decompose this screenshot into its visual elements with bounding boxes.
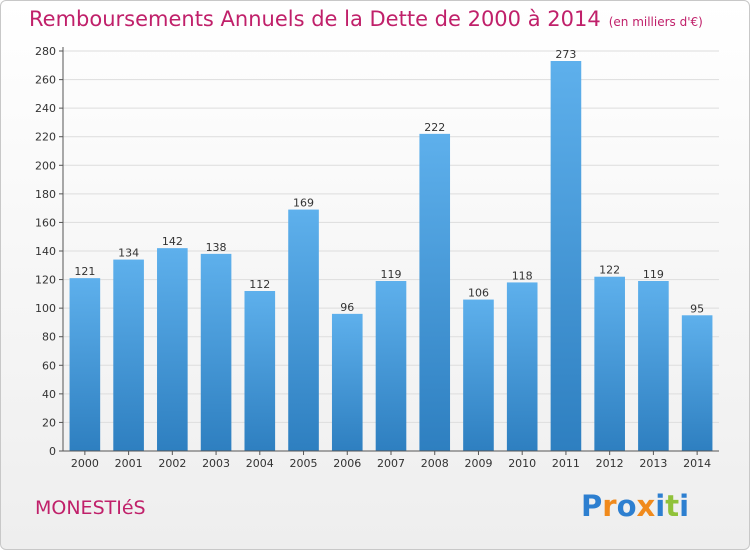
value-label-2006: 96 [340, 301, 354, 314]
bar-2012 [594, 276, 625, 451]
bar-2008 [419, 133, 451, 451]
bar-2013 [638, 281, 669, 451]
y-tick-label: 280 [35, 45, 56, 58]
x-tick-label-2008: 2008 [421, 457, 449, 470]
x-tick-label-2002: 2002 [158, 457, 186, 470]
bar-2003 [200, 253, 232, 451]
x-tick-label-2001: 2001 [115, 457, 143, 470]
y-tick-label: 120 [35, 274, 56, 287]
value-label-2008: 222 [424, 121, 445, 134]
value-label-2010: 118 [512, 269, 533, 282]
x-tick-label-2007: 2007 [377, 457, 405, 470]
y-tick-label: 200 [35, 159, 56, 172]
value-label-2004: 112 [249, 278, 270, 291]
y-tick-label: 180 [35, 188, 56, 201]
x-tick-label-2012: 2012 [596, 457, 624, 470]
bar-2014 [681, 315, 713, 451]
y-tick-label: 160 [35, 216, 56, 229]
logo-letter: i [655, 489, 666, 523]
bar-2006 [331, 313, 363, 451]
bar-2009 [463, 299, 494, 451]
y-tick-label: 0 [49, 445, 56, 458]
axes: 0 20 40 60 80 100 120 140 160 180 200 220 240 260 280 2… [35, 45, 719, 470]
x-tick-label-2009: 2009 [464, 457, 492, 470]
value-label-2001: 134 [118, 247, 139, 260]
value-label-2011: 273 [555, 48, 576, 61]
x-tick-label-2010: 2010 [508, 457, 536, 470]
logo-letter: t [665, 489, 680, 523]
x-tick-label-2003: 2003 [202, 457, 230, 470]
y-tick-label: 140 [35, 245, 56, 258]
x-tick-label-2004: 2004 [246, 457, 274, 470]
y-tick-label: 60 [42, 359, 56, 372]
logo-letter: r [602, 489, 617, 523]
place-name: MONESTIéS [35, 497, 146, 519]
y-tick-label: 240 [35, 102, 56, 115]
bar-2001 [113, 259, 144, 451]
y-tick-label: 260 [35, 74, 56, 87]
chart-title: Remboursements Annuels de la Dette de 20… [29, 7, 703, 31]
bar-2010 [506, 282, 538, 451]
value-label-2000: 121 [74, 265, 95, 278]
bar-2004 [244, 291, 276, 451]
y-tick-label: 80 [42, 331, 56, 344]
logo-letter: x [636, 489, 656, 523]
value-label-2005: 169 [293, 197, 314, 210]
x-tick-label-2000: 2000 [71, 457, 99, 470]
y-tick-label: 100 [35, 302, 56, 315]
bar-2002 [157, 248, 188, 451]
y-tick-label: 20 [42, 416, 56, 429]
bar-2007 [375, 281, 407, 451]
chart-title-text: Remboursements Annuels de la Dette de 20… [29, 7, 601, 31]
value-label-2014: 95 [690, 302, 704, 315]
value-label-2003: 138 [206, 241, 227, 254]
bar-2011 [550, 61, 582, 451]
bar-2005 [288, 209, 319, 451]
bar-2000 [69, 278, 101, 451]
value-label-2012: 122 [599, 264, 620, 277]
chart-unit-label: (en milliers d'€) [608, 15, 703, 29]
y-tick-label: 40 [42, 388, 56, 401]
value-label-2002: 142 [162, 235, 183, 248]
value-label-2007: 119 [381, 268, 402, 281]
value-label-2009: 106 [468, 287, 489, 300]
x-tick-label-2005: 2005 [290, 457, 318, 470]
x-tick-label-2014: 2014 [683, 457, 711, 470]
x-tick-label-2006: 2006 [333, 457, 361, 470]
bars: 121 134 142 138 112 169 96 119 222 106 118 273 122 11… [69, 48, 713, 451]
value-label-2013: 119 [643, 268, 664, 281]
logo-letter: P [581, 489, 603, 523]
x-tick-label-2011: 2011 [552, 457, 580, 470]
x-tick-label-2013: 2013 [639, 457, 667, 470]
logo-letter: i [679, 489, 690, 523]
proxiti-logo: Proxiti [581, 489, 689, 523]
y-tick-label: 220 [35, 131, 56, 144]
logo-letter: o [616, 489, 637, 523]
